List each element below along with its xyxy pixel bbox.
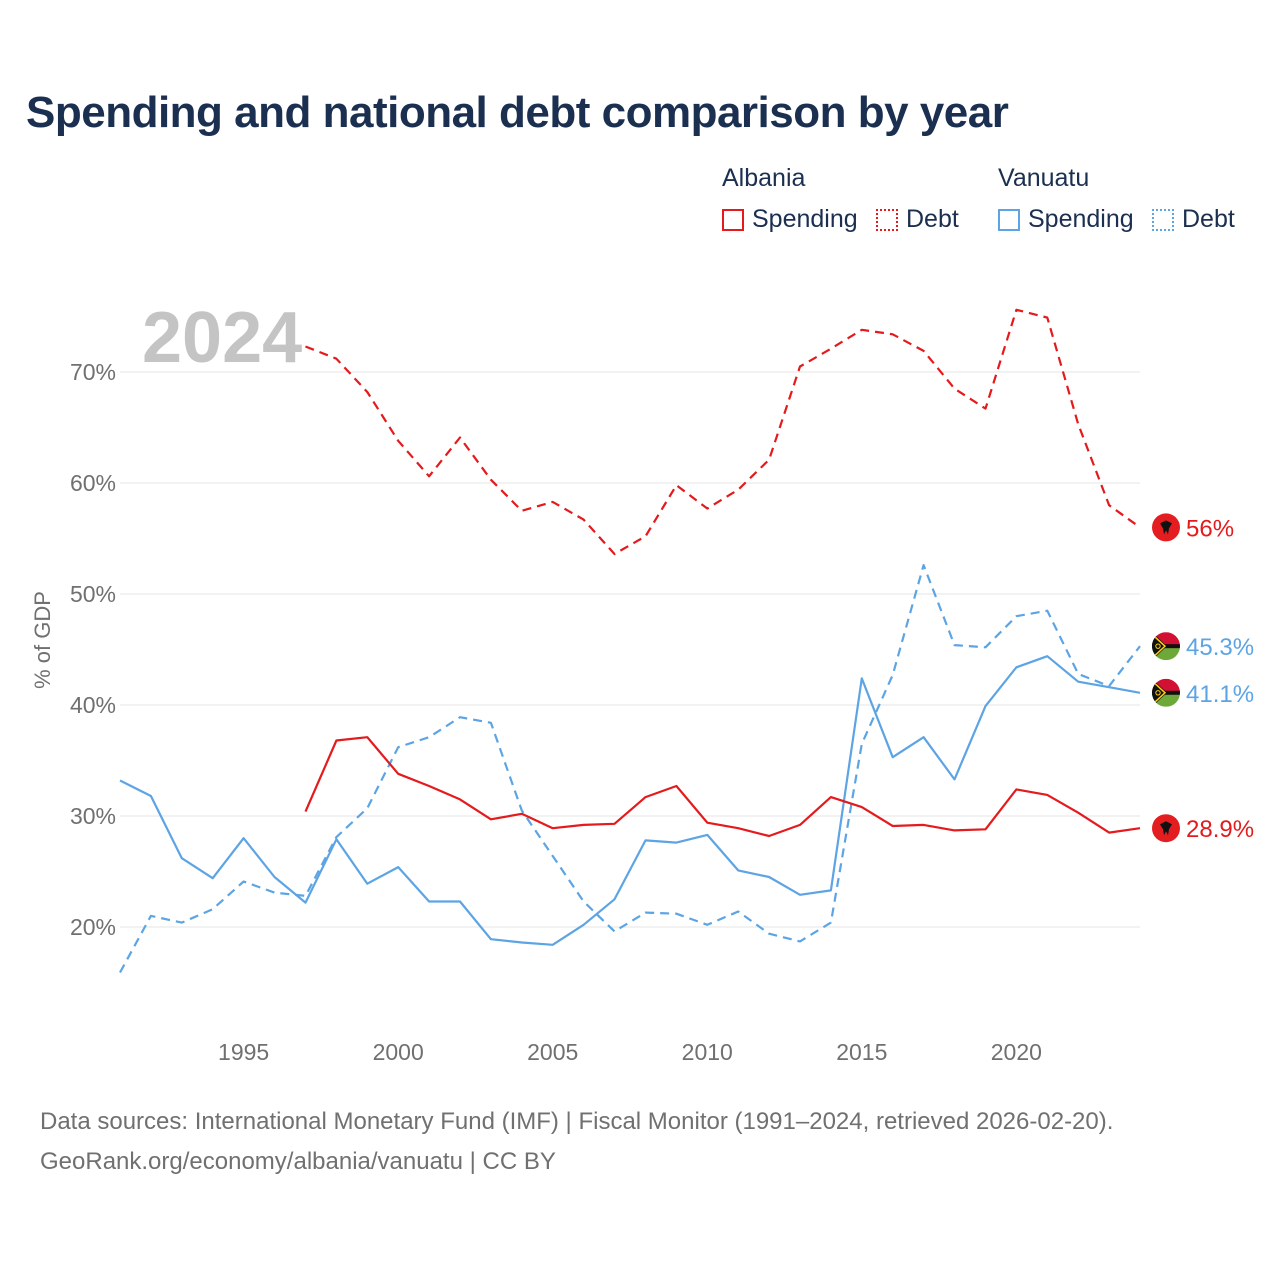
y-axis-label: % of GDP bbox=[30, 591, 55, 689]
eagle-shape bbox=[1160, 520, 1172, 535]
flag-yellow-chevron bbox=[1152, 680, 1167, 706]
x-tick-label: 2005 bbox=[527, 1039, 578, 1065]
legend-dotted-swatch-icon bbox=[876, 208, 898, 231]
legend-label: Spending bbox=[1028, 205, 1134, 233]
series-line-vanuatu-debt bbox=[119, 563, 1141, 974]
watermark-year: 2024 bbox=[142, 298, 302, 378]
x-tick-label: 2015 bbox=[836, 1039, 887, 1065]
flag-emblem bbox=[1155, 643, 1161, 649]
y-tick-label: 60% bbox=[70, 470, 116, 496]
legend-solid-swatch-icon bbox=[722, 208, 744, 231]
chart-title: Spending and national debt comparison by… bbox=[26, 88, 1009, 137]
legend-dotted-swatch-icon bbox=[1152, 208, 1174, 231]
x-tick-label: 2010 bbox=[682, 1039, 733, 1065]
legend-vanuatu-spending[interactable]: Spending bbox=[998, 205, 1134, 234]
eagle-shape bbox=[1160, 821, 1172, 836]
x-tick-label: 2020 bbox=[991, 1039, 1042, 1065]
albania-flag-icon bbox=[1152, 814, 1180, 843]
end-value-label: 28.9% bbox=[1186, 816, 1254, 843]
flag-triangle bbox=[1152, 632, 1167, 661]
series-line-vanuatu-spending bbox=[119, 655, 1141, 946]
end-value-label: 56% bbox=[1186, 515, 1234, 542]
legend-country-vanuatu: Vanuatu bbox=[998, 164, 1090, 192]
legend-solid-swatch-icon bbox=[998, 208, 1020, 231]
legend-label: Debt bbox=[906, 205, 959, 233]
flag-body bbox=[1152, 632, 1180, 661]
legend-label: Debt bbox=[1182, 205, 1235, 233]
legend-vanuatu-debt[interactable]: Debt bbox=[1152, 205, 1235, 234]
y-tick-label: 30% bbox=[70, 803, 116, 829]
x-tick-label: 1995 bbox=[218, 1039, 269, 1065]
flag-emblem bbox=[1155, 690, 1161, 696]
vanuatu-flag-icon bbox=[1152, 632, 1180, 661]
flag-triangle bbox=[1152, 678, 1167, 707]
flag-body bbox=[1152, 678, 1180, 707]
series-line-albania-debt bbox=[305, 308, 1141, 556]
end-value-label: 41.1% bbox=[1186, 681, 1254, 708]
y-tick-label: 50% bbox=[70, 581, 116, 607]
y-tick-label: 20% bbox=[70, 914, 116, 940]
albania-flag-icon bbox=[1152, 513, 1180, 542]
legend-albania-debt[interactable]: Debt bbox=[876, 205, 959, 234]
legend-albania-spending[interactable]: Spending bbox=[722, 205, 858, 234]
y-tick-label: 70% bbox=[70, 359, 116, 385]
y-tick-label: 40% bbox=[70, 692, 116, 718]
end-value-label: 45.3% bbox=[1186, 634, 1254, 661]
source-line-2[interactable]: GeoRank.org/economy/albania/vanuatu | CC… bbox=[40, 1148, 556, 1175]
source-line-1: Data sources: International Monetary Fun… bbox=[40, 1108, 1114, 1135]
legend-label: Spending bbox=[752, 205, 858, 233]
flag-yellow-chevron bbox=[1152, 633, 1167, 659]
x-tick-label: 2000 bbox=[373, 1039, 424, 1065]
legend-country-albania: Albania bbox=[722, 164, 806, 192]
vanuatu-flag-icon bbox=[1152, 678, 1180, 707]
series-line-albania-spending bbox=[304, 736, 1141, 838]
